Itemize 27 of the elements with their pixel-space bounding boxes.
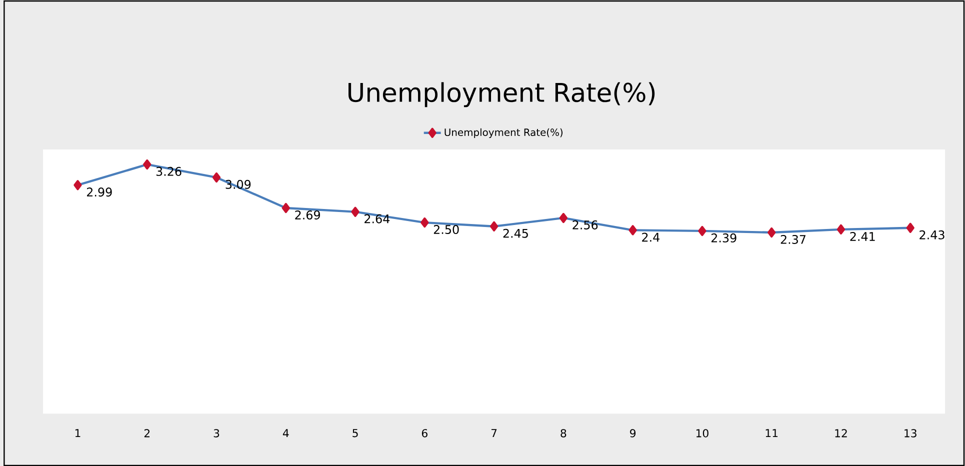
x-tick-label: 12 [835, 428, 847, 437]
data-label: 3.26 [156, 166, 182, 176]
x-tick-label: 9 [630, 428, 636, 438]
data-label: 2.45 [503, 228, 528, 238]
data-label: 2.39 [711, 233, 736, 242]
x-tick-label: 11 [766, 428, 778, 437]
x-tick-label: 3 [214, 428, 220, 438]
data-label: 2.41 [850, 232, 875, 241]
x-tick-label: 5 [352, 428, 358, 437]
x-tick-label: 4 [282, 428, 289, 437]
data-label: 2.50 [434, 224, 459, 234]
data-label: 2.69 [295, 210, 320, 220]
legend-label: Unemployment Rate(%) [444, 128, 562, 138]
data-label: 2.43 [920, 230, 944, 240]
x-tick-label: 2 [144, 428, 150, 437]
x-tick-label: 13 [904, 428, 916, 438]
chart-title: Unemployment Rate(%) [348, 82, 655, 107]
data-label: 2.56 [572, 220, 598, 230]
x-tick-label: 10 [696, 428, 708, 438]
data-label: 2.64 [364, 214, 390, 224]
x-tick-label: 1 [75, 428, 80, 437]
data-label: 2.4 [642, 232, 660, 242]
x-tick-label: 8 [560, 428, 566, 438]
data-label: 2.37 [780, 234, 806, 244]
x-tick-label: 7 [491, 428, 497, 437]
x-tick-label: 6 [422, 428, 428, 438]
data-label: 2.99 [87, 187, 112, 196]
